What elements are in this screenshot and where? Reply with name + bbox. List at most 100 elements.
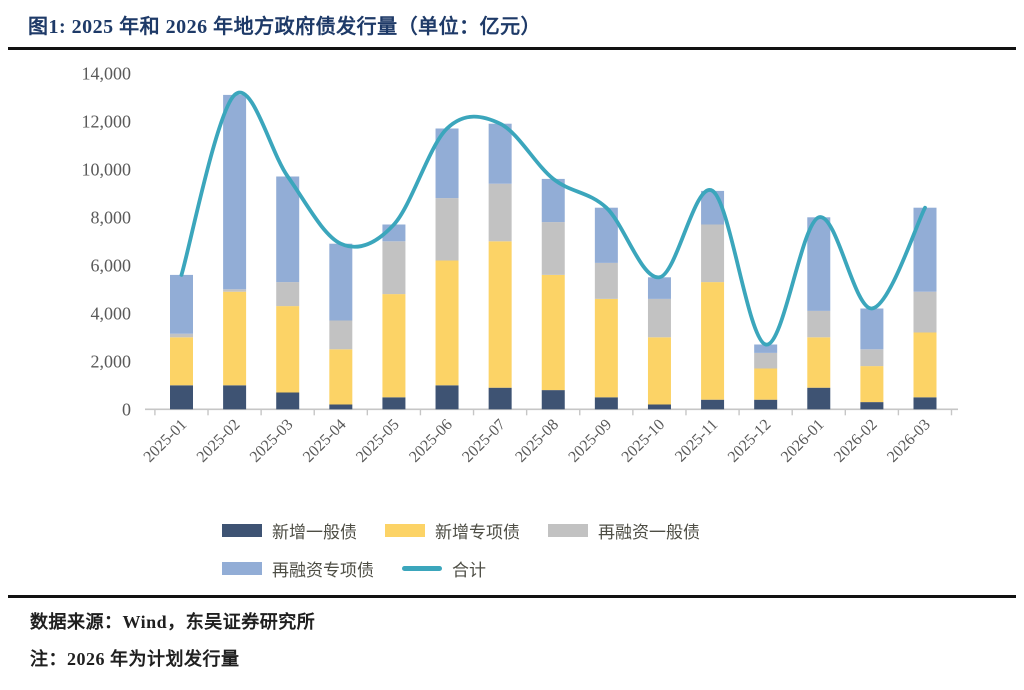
bar-segment (276, 392, 300, 410)
bar-segment (913, 397, 937, 410)
legend-line-swatch (402, 566, 442, 571)
footer-divider-line (8, 595, 1016, 598)
note-text: 注：2026 年为计划发行量 (30, 649, 240, 669)
legend-color-swatch (222, 562, 262, 575)
x-axis-tick-label: 2025-05 (353, 416, 403, 466)
bar-segment (170, 333, 193, 338)
bar-segment (488, 387, 512, 410)
legend-item-total: 合计 (402, 556, 486, 581)
bar-segment (594, 262, 618, 299)
legend-label: 新增一般债 (272, 523, 357, 542)
x-axis-tick-label: 2025-04 (300, 416, 350, 466)
chart-legend: 新增一般债 新增专项债 再融资一般债再融资专项债 合计 (222, 518, 722, 581)
x-axis-tick-label: 2026-02 (831, 416, 881, 466)
bar-segment (807, 217, 831, 311)
bar-segment (647, 277, 671, 299)
x-axis-tick-label: 2025-12 (725, 416, 775, 466)
bar-segment (647, 404, 671, 410)
bar-segment (541, 390, 565, 410)
legend-color-swatch (385, 524, 425, 537)
bar-segment (276, 282, 300, 307)
bar-segment (913, 291, 937, 333)
bar-segment (276, 306, 300, 393)
bar-segment (860, 366, 884, 403)
bond-issuance-chart: 0 2,000 4,000 6,000 8,000 10,000 12,000 14,000 2… (82, 63, 958, 466)
y-axis-tick-label: 6,000 (91, 255, 132, 275)
x-axis-tick-label: 2026-01 (778, 416, 828, 466)
x-axis-tick-label: 2025-11 (672, 416, 721, 465)
bar-segment (913, 207, 937, 292)
bar-segment (382, 294, 406, 398)
x-axis-tick-label: 2025-08 (512, 416, 562, 466)
bar-segment (329, 243, 353, 321)
bar-segment (594, 397, 618, 410)
bar-segment (807, 310, 831, 338)
y-axis-tick-label: 12,000 (82, 111, 132, 131)
legend-label: 合计 (452, 561, 486, 580)
x-axis-tick-label: 2025-06 (406, 416, 456, 466)
total-line (179, 90, 927, 347)
bar-segment (223, 289, 247, 292)
legend-item-再融资一般债: 再融资一般债 (548, 518, 700, 543)
bar-segment (435, 260, 459, 386)
x-axis-tick-label: 2025-10 (619, 416, 669, 466)
figure-title: 图1: 2025 年和 2026 年地方政府债发行量（单位：亿元） (28, 16, 542, 38)
bar-segment (594, 207, 618, 263)
x-axis-tick-label: 2025-03 (247, 416, 297, 466)
bar-segment (594, 298, 618, 398)
legend-label: 再融资专项债 (272, 561, 374, 580)
x-axis-tick-label: 2025-09 (565, 416, 615, 466)
bar-segment (435, 198, 459, 261)
bar-segment (488, 183, 512, 242)
bar-segment (647, 298, 671, 338)
bar-segment (807, 387, 831, 410)
x-axis-tick-label: 2026-03 (884, 416, 934, 466)
bar-segment (435, 128, 459, 199)
bar-segment (754, 399, 778, 410)
bar-segment (860, 349, 884, 367)
bar-segment (488, 241, 512, 388)
legend-color-swatch (548, 524, 588, 537)
bar-segment (701, 399, 725, 410)
bar-segment (541, 274, 565, 391)
bar-segment (435, 385, 459, 410)
bar-segment (860, 308, 884, 350)
x-axis-tick-label: 2025-02 (194, 416, 244, 466)
y-axis-tick-label: 8,000 (91, 207, 132, 227)
bar-segment (701, 224, 725, 283)
bar-segment (913, 332, 937, 398)
bar-segment (223, 385, 247, 410)
bar-segment (541, 222, 565, 275)
bar-segment (647, 337, 671, 405)
bar-segment (223, 291, 247, 386)
legend-label: 再融资一般债 (598, 523, 700, 542)
bar-segment (170, 337, 193, 386)
bar-segment (860, 402, 884, 410)
y-axis-tick-label: 14,000 (82, 63, 132, 83)
x-axis-tick-label: 2025-07 (459, 416, 509, 466)
bar-segment (701, 282, 725, 400)
bar-segment (382, 241, 406, 295)
bar-segment (754, 368, 778, 400)
y-axis-tick-label: 2,000 (91, 351, 132, 371)
bar-segment (170, 274, 193, 334)
y-axis-tick-label: 10,000 (82, 159, 132, 179)
legend-label: 新增专项债 (435, 523, 520, 542)
bar-segment (754, 352, 778, 369)
legend-item-再融资专项债: 再融资专项债 (222, 556, 374, 581)
bar-segment (541, 178, 565, 223)
bar-segment (382, 397, 406, 410)
title-divider-line (8, 47, 1016, 50)
bar-segment (329, 349, 353, 405)
x-axis-tick-label: 2025-01 (141, 416, 191, 466)
bar-segment (170, 385, 193, 410)
bar-segment (223, 94, 247, 290)
bar-segment (329, 404, 353, 410)
bar-segment (329, 320, 353, 350)
bar-segment (276, 176, 300, 283)
y-axis-tick-label: 0 (122, 399, 131, 419)
bar-segment (488, 123, 512, 184)
data-source-text: 数据来源：Wind，东吴证券研究所 (30, 612, 316, 632)
legend-item-新增专项债: 新增专项债 (385, 518, 520, 543)
